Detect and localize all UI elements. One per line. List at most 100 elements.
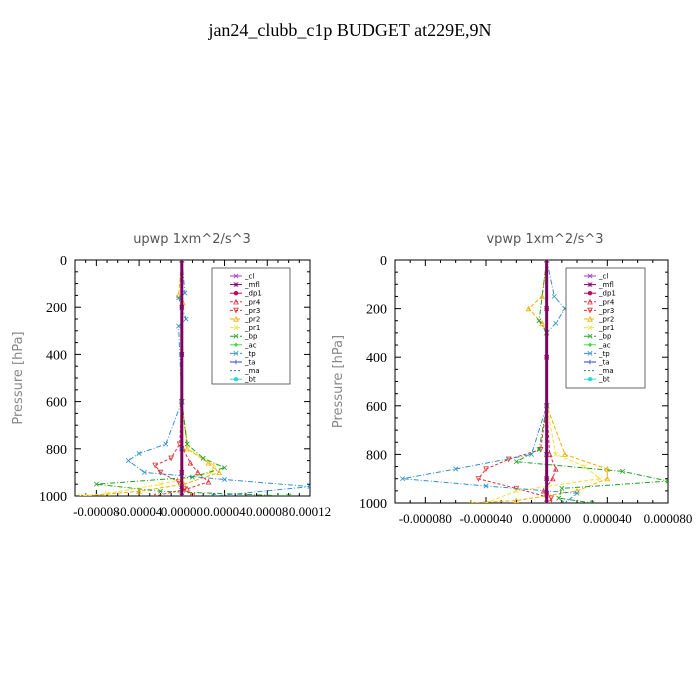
legend-box xyxy=(565,267,646,389)
data-point-pr3 xyxy=(152,462,158,469)
legend-label: _ma xyxy=(244,367,260,375)
series-line-pr2 xyxy=(85,260,221,496)
data-point-pr2 xyxy=(604,475,611,482)
legend-label: _ta xyxy=(598,359,610,367)
y-axis-label: Pressure [hPa] xyxy=(331,335,346,428)
panel-title: upwp 1xm^2/s^3 xyxy=(133,232,251,247)
data-point-bp xyxy=(665,478,668,484)
data-point-tp xyxy=(176,295,182,301)
legend-label: _tp xyxy=(598,350,610,358)
legend-marker xyxy=(233,282,239,288)
y-tick-label: 800 xyxy=(366,448,387,463)
legend-marker xyxy=(587,298,593,305)
data-point-pr4 xyxy=(205,478,212,485)
data-point-pr1 xyxy=(157,481,163,487)
data-point-bp xyxy=(556,495,562,501)
data-point-pr3 xyxy=(475,476,482,482)
data-point-tp xyxy=(562,500,568,503)
data-point-tp xyxy=(176,323,182,329)
legend-label: _cl xyxy=(244,273,254,281)
data-point-pr4 xyxy=(549,475,556,482)
data-point-bp xyxy=(559,485,565,491)
x-tick-label: 0.000080 xyxy=(644,511,693,526)
y-tick-label: 0 xyxy=(380,254,387,269)
legend-marker xyxy=(233,315,239,322)
legend-marker xyxy=(587,307,593,314)
legend: _cl_mfl_dp1_pr4_pr3_pr2_pr1_bp_ac_tp_ta_… xyxy=(565,267,646,389)
x-tick-label: 0.00004 xyxy=(203,504,246,519)
y-tick-label: 400 xyxy=(46,348,67,363)
x-tick-label: 0.000040 xyxy=(583,511,632,526)
legend-marker xyxy=(587,315,593,322)
x-tick-label: 0.00008 xyxy=(246,504,288,519)
legend-marker xyxy=(587,325,593,331)
legend-marker xyxy=(233,325,239,331)
series-line-pr3 xyxy=(477,260,552,503)
legend-label: _dp1 xyxy=(598,290,616,298)
data-point-pr3 xyxy=(483,466,489,473)
data-point-tp xyxy=(211,493,217,496)
series-line-bp xyxy=(96,260,289,496)
y-tick-label: 1000 xyxy=(359,497,387,512)
data-point-pr2 xyxy=(216,469,223,476)
data-point-pr2 xyxy=(513,497,520,503)
panel-title: vpwp 1xm^2/s^3 xyxy=(486,232,603,247)
figure-title: jan24_clubb_c1p BUDGET at229E,9N xyxy=(208,20,492,40)
legend-label: _pr4 xyxy=(598,298,615,306)
legend-label: _pr1 xyxy=(598,324,614,332)
x-tick-label: -0.000080 xyxy=(399,511,452,526)
data-point-tp xyxy=(553,320,559,326)
x-tick-label: -0.00004 xyxy=(116,504,163,519)
data-point-tp xyxy=(529,451,534,457)
data-point-tp xyxy=(182,290,188,296)
data-point-pr1 xyxy=(104,491,110,496)
data-point-tp xyxy=(163,441,169,447)
legend-label: _ma xyxy=(598,367,614,375)
data-point-pr2 xyxy=(604,465,611,472)
legend-label: _mfl xyxy=(598,281,614,289)
legend-marker xyxy=(233,298,239,305)
y-tick-label: 1000 xyxy=(39,490,67,505)
legend-label: _mfl xyxy=(244,281,260,289)
legend-marker xyxy=(587,350,593,356)
data-point-pr4 xyxy=(187,459,194,466)
data-point-bp xyxy=(589,500,595,503)
legend: _cl_mfl_dp1_pr4_pr3_pr2_pr1_bp_ac_tp_ta_… xyxy=(211,267,291,385)
legend-box xyxy=(211,267,291,385)
data-point-pr3 xyxy=(189,493,196,496)
data-point-tp xyxy=(125,458,131,464)
y-tick-label: 200 xyxy=(46,301,67,316)
data-point-bp xyxy=(184,441,190,447)
legend-label: _ac xyxy=(244,341,257,349)
legend-label: _pr2 xyxy=(598,316,614,324)
data-point-pr4 xyxy=(552,465,559,472)
legend-marker xyxy=(587,342,593,347)
legend-label: _pr4 xyxy=(244,298,261,306)
legend-marker xyxy=(587,291,593,296)
legend-marker xyxy=(233,350,239,356)
legend-marker xyxy=(233,307,239,314)
y-tick-label: 200 xyxy=(366,303,387,318)
data-point-bp xyxy=(93,481,99,487)
legend-marker xyxy=(233,333,239,339)
data-point-pr1 xyxy=(77,493,83,496)
data-point-bp xyxy=(536,447,542,453)
legend-marker xyxy=(587,333,593,339)
y-tick-label: 600 xyxy=(366,400,387,415)
legend-label: _pr3 xyxy=(244,307,260,315)
legend-label: _ta xyxy=(244,359,256,367)
x-tick-label: -0.000040 xyxy=(459,511,512,526)
legend-marker xyxy=(587,273,593,279)
data-point-pr2 xyxy=(205,459,212,466)
legend-label: _bt xyxy=(598,376,610,384)
data-point-tp xyxy=(483,483,489,489)
data-point-pr1 xyxy=(513,488,519,494)
legend-label: _pr3 xyxy=(598,307,614,315)
legend-marker xyxy=(233,359,239,365)
panel-upwp: upwp 1xm^2/s^3 0 200 400 600 800 1000 -0.00008-… xyxy=(11,232,331,519)
legend-marker xyxy=(233,342,239,347)
legend-label: _bp xyxy=(244,333,258,341)
data-point-pr1 xyxy=(582,464,588,470)
data-point-tp xyxy=(307,484,310,490)
